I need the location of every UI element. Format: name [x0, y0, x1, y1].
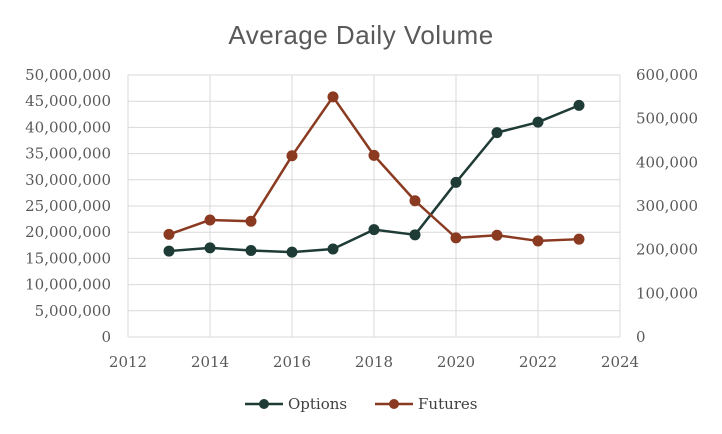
- y-left-tick-label: 40,000,000: [25, 118, 111, 136]
- y-left-tick-label: 30,000,000: [25, 171, 111, 189]
- data-point: [532, 235, 544, 247]
- y-left-tick-label: 5,000,000: [35, 302, 111, 320]
- series-layer: [163, 91, 585, 258]
- y-left-tick-label: 45,000,000: [25, 92, 111, 110]
- y-left-tick-label: 20,000,000: [25, 223, 111, 241]
- data-point: [163, 245, 175, 257]
- data-point: [409, 229, 421, 241]
- y-right-tick-label: 500,000: [636, 110, 698, 128]
- y-left-tick-label: 15,000,000: [25, 249, 111, 267]
- data-point: [368, 149, 380, 161]
- y-right-tick-label: 100,000: [636, 284, 698, 302]
- chart-title: Average Daily Volume: [228, 20, 493, 50]
- x-tick-label: 2012: [109, 353, 147, 371]
- data-point: [327, 243, 339, 255]
- data-point: [245, 245, 257, 257]
- gridlines: [127, 74, 621, 338]
- y-right-tick-label: 200,000: [636, 241, 698, 259]
- data-point: [450, 232, 462, 244]
- data-point: [573, 233, 585, 245]
- data-point: [286, 150, 298, 162]
- x-tick-label: 2016: [273, 353, 311, 371]
- x-tick-label: 2020: [437, 353, 475, 371]
- y-right-tick-label: 300,000: [636, 197, 698, 215]
- series-options: [163, 99, 585, 258]
- legend-label: Futures: [418, 395, 478, 413]
- legend: Options Futures: [245, 395, 478, 413]
- y-left-tick-label: 10,000,000: [25, 276, 111, 294]
- legend-item-futures: Futures: [375, 395, 478, 413]
- data-point: [532, 116, 544, 128]
- legend-label: Options: [288, 395, 347, 413]
- data-point: [409, 195, 421, 207]
- data-point: [204, 242, 216, 254]
- data-point: [245, 215, 257, 227]
- data-point: [163, 228, 175, 240]
- y-right-tick-label: 600,000: [636, 66, 698, 84]
- legend-item-options: Options: [245, 395, 347, 413]
- legend-marker: [259, 399, 269, 409]
- axes: 0 5,000,000 10,000,000 15,000,000 20,000,000…: [25, 66, 698, 371]
- data-point: [491, 127, 503, 139]
- data-point: [327, 91, 339, 103]
- y-left-tick-label: 35,000,000: [25, 145, 111, 163]
- legend-marker: [389, 399, 399, 409]
- data-point: [286, 246, 298, 258]
- x-tick-label: 2014: [191, 353, 229, 371]
- data-point: [573, 99, 585, 111]
- data-point: [450, 176, 462, 188]
- y-left-tick-label: 0: [101, 328, 111, 346]
- data-point: [491, 229, 503, 241]
- series-futures: [163, 91, 585, 247]
- x-tick-label: 2018: [355, 353, 393, 371]
- data-point: [204, 214, 216, 226]
- x-tick-label: 2022: [519, 353, 557, 371]
- data-point: [368, 224, 380, 236]
- x-tick-label: 2024: [601, 353, 639, 371]
- y-right-tick-label: 0: [636, 328, 646, 346]
- y-right-tick-label: 400,000: [636, 153, 698, 171]
- y-left-tick-label: 50,000,000: [25, 66, 111, 84]
- y-left-tick-label: 25,000,000: [25, 197, 111, 215]
